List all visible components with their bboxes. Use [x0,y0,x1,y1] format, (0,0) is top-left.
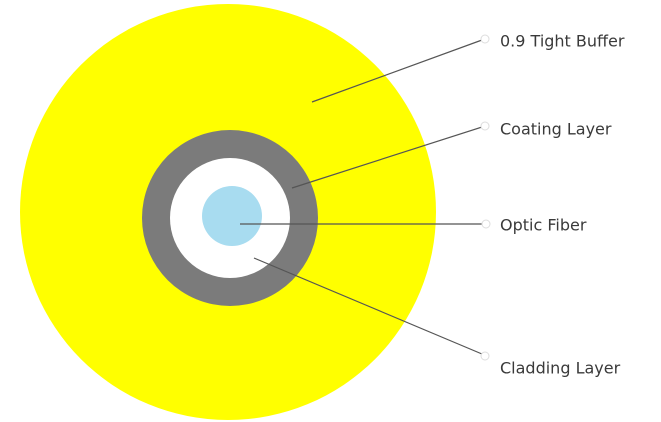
leader-end [480,34,490,44]
leader-line [291,126,483,189]
leader-end [480,121,490,131]
label: Cladding Layer [500,359,621,378]
leader-end [481,219,491,229]
label: Coating Layer [500,120,612,139]
leader-line [311,39,483,103]
optic-fiber [202,186,262,246]
leader-line [253,257,483,355]
leader-end [480,351,490,361]
label: 0.9 Tight Buffer [500,32,625,51]
label: Optic Fiber [500,216,587,235]
